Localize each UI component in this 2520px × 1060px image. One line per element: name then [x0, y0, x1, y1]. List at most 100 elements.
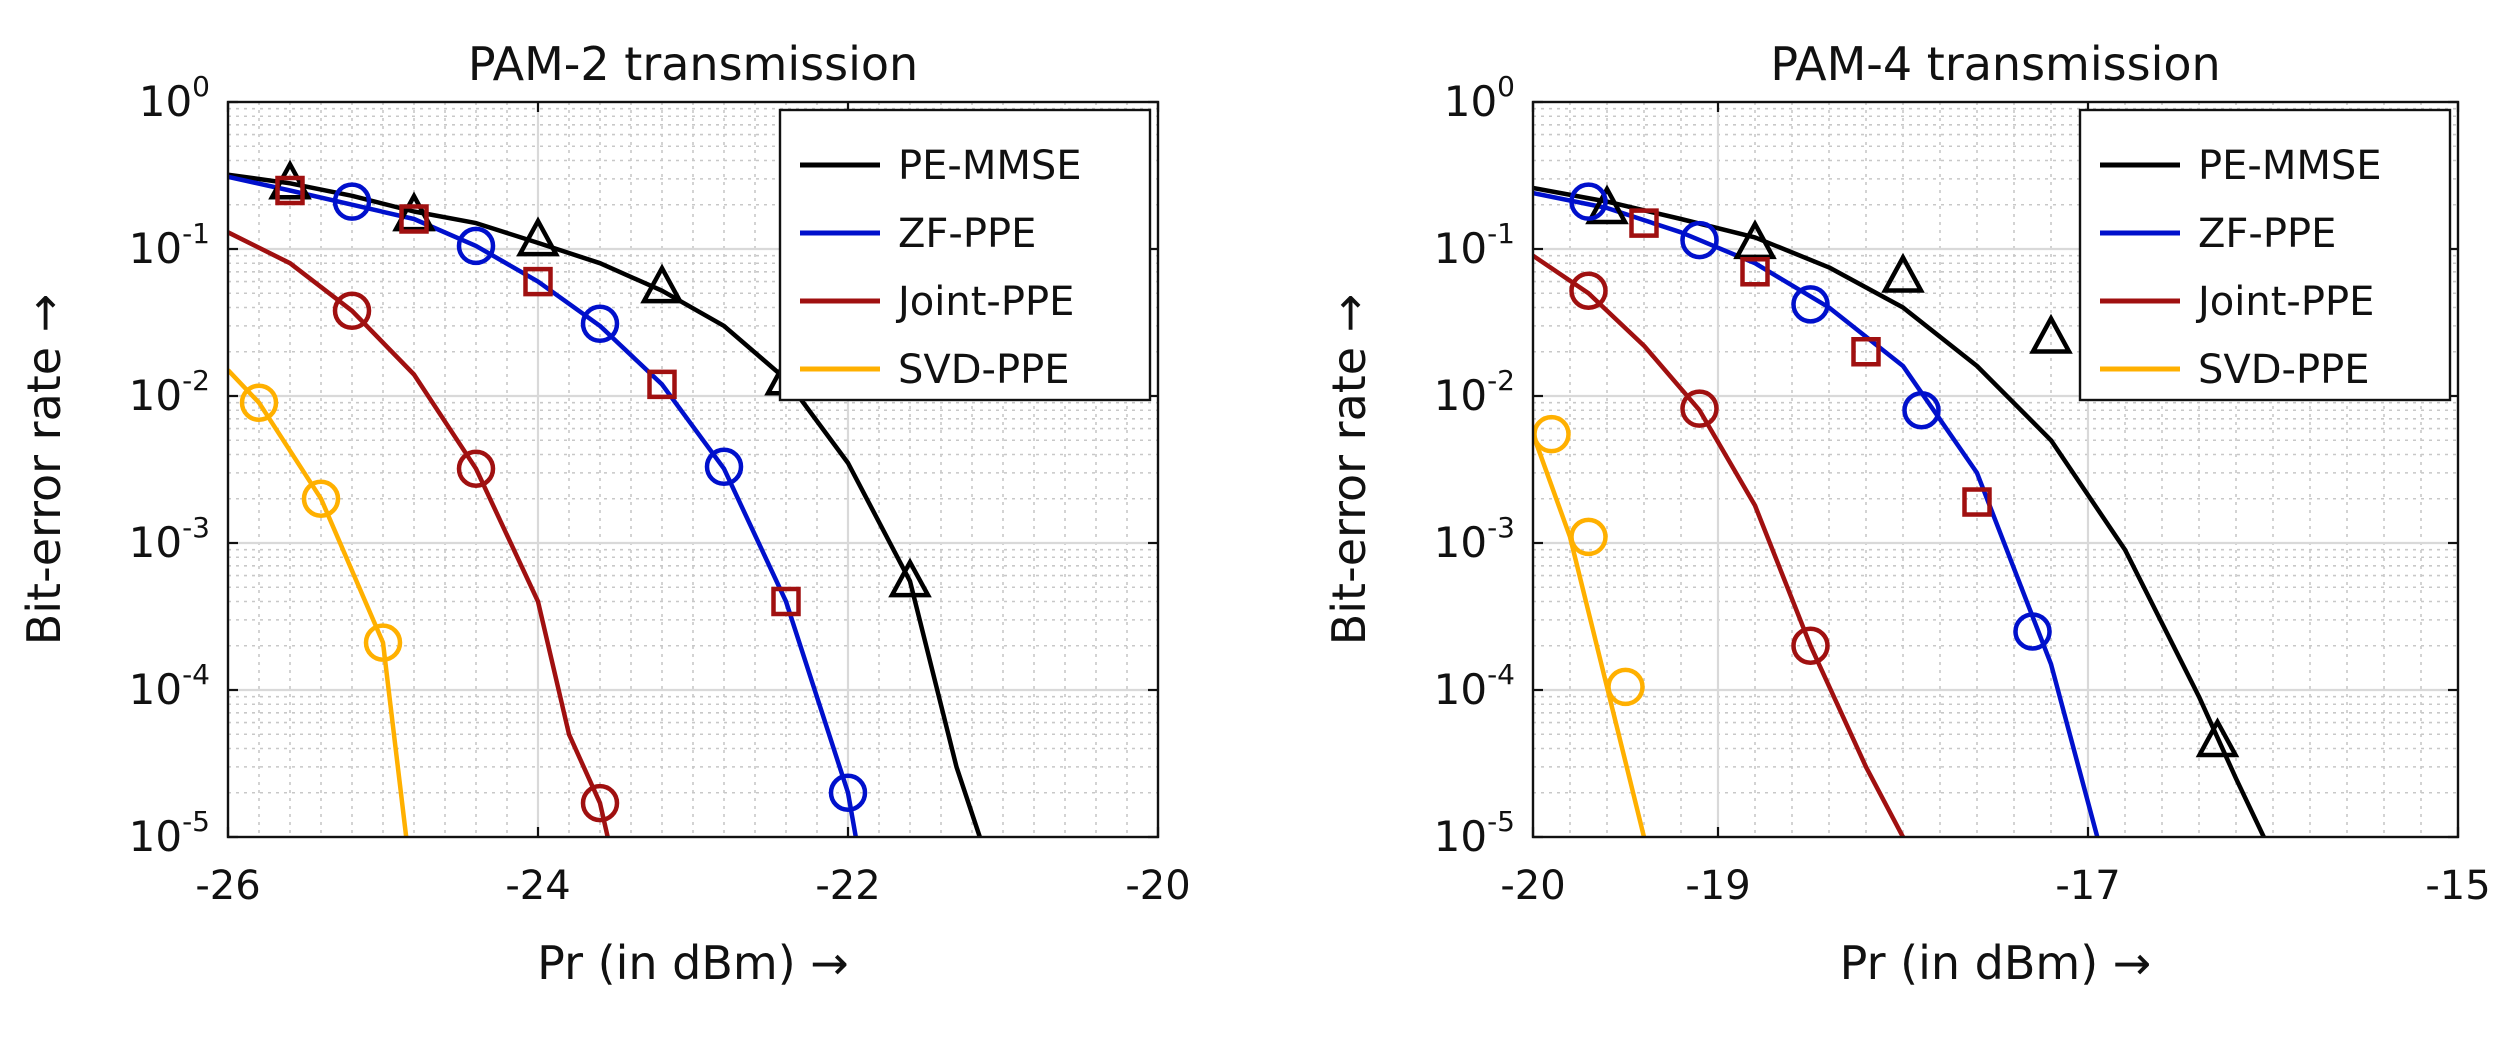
marker-svd-ppe [301, 479, 341, 518]
marker-zf-ppe [1791, 285, 1830, 324]
x-tick-label: -19 [1685, 863, 1750, 909]
y-tick-base: 10 [1434, 518, 1487, 567]
y-tick-exponent: -1 [1487, 217, 1515, 250]
marker-pe-mmse [2195, 717, 2240, 758]
y-tick-exponent: -1 [182, 217, 210, 250]
y-tick-exponent: 0 [1497, 70, 1515, 103]
marker-zf-ppe-squares [1629, 208, 1659, 238]
y-tick-exponent: -3 [1487, 511, 1515, 544]
x-tick-label: -17 [2055, 863, 2120, 909]
marker-joint-ppe [1791, 626, 1830, 665]
marker-zf-ppe [1569, 182, 1608, 221]
marker-pe-mmse [516, 216, 560, 257]
series-line-joint-ppe [1533, 253, 1906, 837]
legend-label-pe-mmse: PE-MMSE [2198, 143, 2382, 189]
chart-title: PAM-4 transmission [1770, 37, 2220, 91]
pam4-chart: -20 -19 -17 -1510010-110-210-310-410-5PAM-4… [1322, 37, 2491, 990]
legend-label-joint-ppe: Joint-PPE [895, 279, 1074, 325]
y-tick-label: 10-3 [1434, 511, 1515, 567]
marker-zf-ppe [580, 304, 620, 344]
axes-frame [226, 100, 1160, 839]
marker-zf-ppe-squares [1740, 257, 1770, 287]
y-tick-exponent: -5 [1487, 805, 1515, 838]
y-tick-base: 10 [129, 371, 182, 420]
y-tick-base: 10 [1434, 665, 1487, 714]
marker-pe-mmse [392, 191, 436, 232]
series-line-pe-mmse [1533, 185, 2266, 837]
legend: PE-MMSE ZF-PPE Joint-PPE SVD-PPE [778, 108, 1152, 402]
marker-zf-ppe [1902, 390, 1941, 430]
y-tick-exponent: -4 [1487, 658, 1515, 691]
marker-svd-ppe [1533, 414, 1571, 454]
y-tick-exponent: -2 [182, 364, 210, 397]
marker-pe-mmse [1585, 184, 1629, 225]
series-line-joint-ppe [228, 230, 610, 837]
y-tick-base: 10 [139, 77, 192, 126]
legend-label-svd-ppe: SVD-PPE [898, 347, 1070, 393]
marker-zf-ppe-squares [1962, 487, 1992, 517]
legend-label-pe-mmse: PE-MMSE [898, 143, 1082, 189]
marker-zf-ppe [332, 182, 372, 221]
y-tick-base: 10 [1434, 812, 1487, 861]
series-line-zf-ppe [228, 174, 859, 837]
marker-joint-ppe [580, 783, 620, 823]
axes-frame [1531, 100, 2460, 839]
legend-box [2078, 108, 2452, 402]
x-axis-label: Pr (in dBm) → [1840, 936, 2152, 990]
marker-zf-ppe [1680, 220, 1719, 260]
marker-zf-ppe [2013, 612, 2052, 651]
marker-joint-ppe [1680, 389, 1719, 428]
y-tick-label: 10-5 [1434, 805, 1515, 861]
x-tick-label: -15 [2425, 863, 2490, 909]
marker-joint-ppe [332, 291, 372, 331]
marker-joint-ppe [1569, 271, 1608, 310]
marker-svd-ppe [239, 383, 279, 422]
y-tick-exponent: 0 [192, 70, 210, 103]
x-tick-label: -22 [815, 863, 880, 909]
chart-title: PAM-2 transmission [468, 37, 918, 91]
marker-zf-ppe-squares [275, 175, 305, 206]
y-tick-base: 10 [1434, 224, 1487, 273]
y-tick-base: 10 [129, 665, 182, 714]
y-tick-base: 10 [1444, 77, 1497, 126]
marker-zf-ppe-squares [771, 586, 801, 617]
marker-zf-ppe [704, 447, 744, 487]
legend-label-joint-ppe: Joint-PPE [2195, 279, 2374, 325]
marker-svd-ppe [363, 623, 403, 662]
series-line-pe-mmse [228, 172, 983, 837]
x-tick-label: -20 [1125, 863, 1190, 909]
marker-zf-ppe-squares [1851, 336, 1881, 367]
y-axis-label: Bit-error rate → [1322, 294, 1376, 646]
y-tick-exponent: -2 [1487, 364, 1515, 397]
marker-pe-mmse [888, 557, 932, 598]
y-tick-exponent: -5 [182, 805, 210, 838]
y-tick-label: 100 [1444, 70, 1515, 126]
marker-pe-mmse [1733, 219, 1777, 260]
y-tick-label: 10-5 [129, 805, 210, 861]
y-tick-label: 10-1 [1434, 217, 1515, 273]
legend-label-zf-ppe: ZF-PPE [898, 211, 1036, 257]
x-tick-label: -20 [1500, 863, 1565, 909]
tick-marks [226, 100, 1160, 839]
marker-pe-mmse [640, 263, 684, 304]
legend-label-svd-ppe: SVD-PPE [2198, 347, 2370, 393]
y-axis-label: Bit-error rate → [17, 294, 71, 646]
marker-pe-mmse [268, 159, 312, 200]
marker-pe-mmse [1881, 252, 1925, 293]
y-tick-base: 10 [1434, 371, 1487, 420]
pam2-chart: -26 -24 -22 -2010010-110-210-310-410-5PAM-2… [17, 37, 1191, 990]
y-tick-label: 10-3 [129, 511, 210, 567]
y-tick-label: 10-1 [129, 217, 210, 273]
marker-zf-ppe-squares [523, 266, 553, 297]
marker-joint-ppe [456, 449, 496, 488]
marker-svd-ppe [1606, 667, 1645, 707]
marker-zf-ppe [456, 226, 496, 266]
marker-svd-ppe [1569, 517, 1608, 557]
x-axis-label: Pr (in dBm) → [537, 936, 849, 990]
y-tick-label: 100 [139, 70, 210, 126]
y-tick-base: 10 [129, 224, 182, 273]
x-tick-label: -24 [505, 863, 570, 909]
marker-zf-ppe-squares [647, 369, 677, 400]
y-tick-label: 10-4 [129, 658, 210, 714]
